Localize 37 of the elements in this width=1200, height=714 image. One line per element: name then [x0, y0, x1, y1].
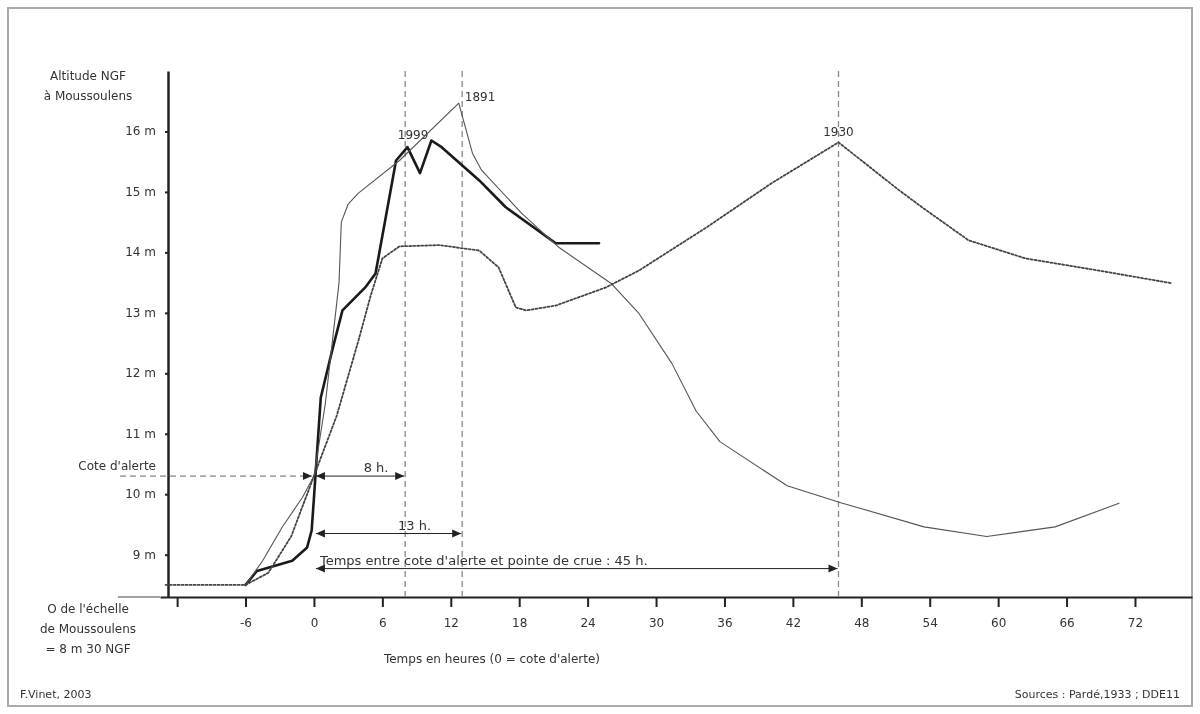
line-series [164, 141, 1173, 586]
line-series [244, 102, 1120, 586]
y-axis-title: Altitude NGF à Moussoulens [43, 69, 133, 103]
annotation: Cote d'alerte [78, 459, 156, 474]
line-series [244, 139, 601, 587]
x-tick-label: 6 [379, 615, 387, 630]
y-tick-label: 15 m [125, 184, 156, 199]
y-tick-label: 11 m [125, 426, 156, 441]
annotation: Temps entre cote d'alerte et pointe de crue : 45 h. [318, 552, 648, 568]
x-tick-label: 24 [580, 615, 596, 630]
x-tick-label: -6 [240, 615, 253, 630]
source-note: Sources : Pardé,1933 ; DDE11 [1014, 688, 1180, 701]
text: O de l'échelle de Moussoulens = 8 m 30 NGF [39, 602, 137, 656]
x-tick-label: 42 [785, 615, 802, 630]
y-tick-label: 14 m [125, 245, 156, 260]
series-label: 1930 [823, 125, 854, 140]
x-tick-label: 54 [922, 615, 938, 630]
x-tick-label: 66 [1059, 615, 1075, 630]
annotation: 8 h. [363, 460, 389, 476]
annotation: 13 h. [398, 517, 432, 533]
y-tick-label: 9 m [132, 547, 156, 562]
series-label: 1999 [397, 127, 429, 142]
y-tick-label: 12 m [125, 366, 156, 381]
x-tick-label: 30 [648, 615, 665, 630]
x-tick-label: 36 [717, 615, 733, 630]
y-tick-label: 13 m [125, 305, 156, 320]
x-axis-title: Temps en heures (0 = cote d'alerte) [382, 652, 601, 666]
x-tick-label: 18 [512, 615, 528, 630]
y-tick-label: 10 m [125, 487, 156, 502]
series-label: 1891 [464, 90, 496, 105]
x-tick-label: 72 [1127, 615, 1144, 630]
x-tick-label: 12 [443, 615, 459, 630]
x-tick-label: 60 [991, 615, 1007, 630]
y-tick-label: 16 m [125, 124, 156, 139]
text: F.Vinet, 2003 [20, 688, 92, 701]
x-tick-label: 0 [310, 615, 319, 630]
x-tick-label: 48 [854, 615, 870, 630]
